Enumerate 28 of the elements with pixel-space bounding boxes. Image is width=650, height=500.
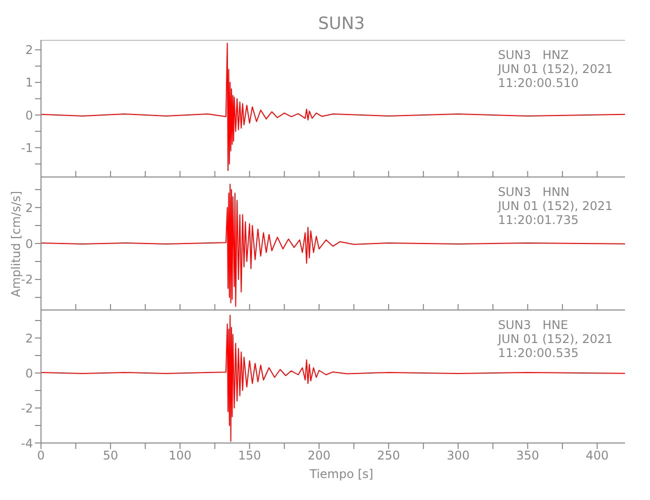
y-tick-label: 0	[25, 108, 33, 122]
x-tick-label: 150	[238, 448, 262, 463]
y-tick-label: -2	[21, 401, 33, 416]
y-tick-label: -1	[21, 140, 33, 155]
y-tick-label: 2	[25, 331, 33, 346]
line-series	[41, 184, 625, 307]
annotation-note: SUN3 HNZ JUN 01 (152), 2021 11:20:00.510	[498, 48, 613, 90]
y-tick-label: 2	[25, 200, 33, 215]
annotation-note: SUN3 HNN JUN 01 (152), 2021 11:20:01.735	[498, 185, 613, 227]
line-series	[41, 42, 625, 171]
y-tick-label: -4	[21, 436, 33, 450]
y-tick-label: 2	[25, 43, 33, 58]
annotation-note: SUN3 HNE JUN 01 (152), 2021 11:20:00.535	[498, 318, 613, 360]
y-axis-title: Amplitud [cm/s/s]	[9, 190, 23, 297]
y-tick-label: 0	[25, 236, 33, 251]
x-tick-label: 200	[308, 448, 331, 463]
x-tick-label: 250	[377, 448, 400, 463]
x-tick-label: 100	[168, 448, 192, 463]
x-tick-label: 0	[37, 448, 45, 463]
y-tick-label: 0	[25, 366, 33, 380]
x-axis-title: Tiempo [s]	[308, 467, 374, 483]
chart-title: SUN3	[317, 13, 366, 36]
x-tick-label: 300	[446, 448, 470, 463]
y-tick-label: 1	[25, 76, 33, 90]
x-tick-label: 50	[102, 448, 118, 463]
x-tick-label: 400	[586, 448, 609, 463]
y-tick-label: -2	[21, 272, 33, 287]
x-tick-label: 350	[516, 448, 540, 463]
